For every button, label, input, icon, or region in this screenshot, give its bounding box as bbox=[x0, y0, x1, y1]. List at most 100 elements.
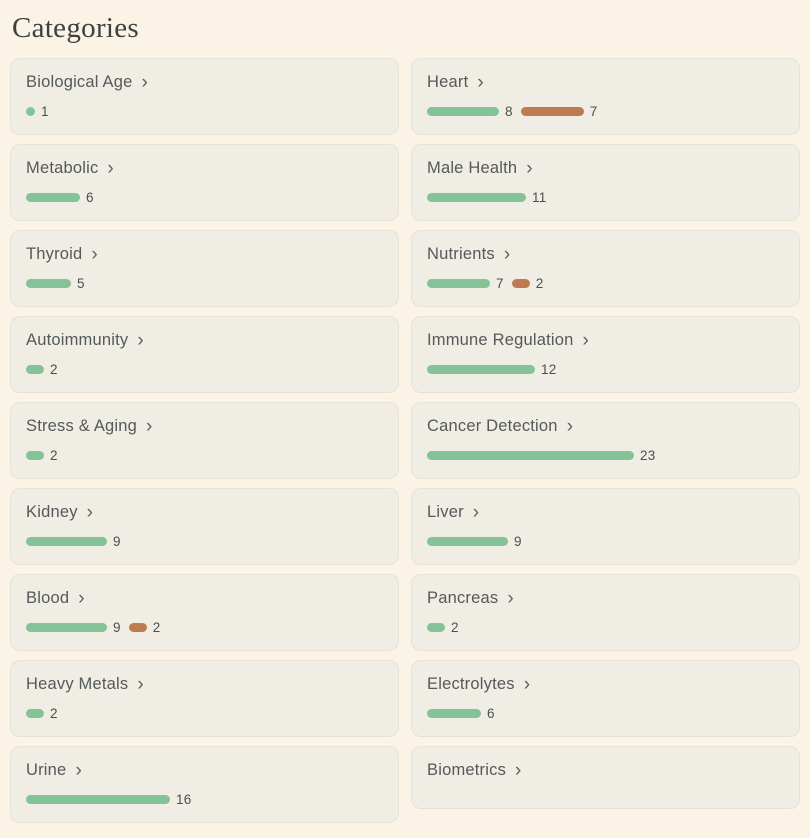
category-card-liver[interactable]: Liver › 9 bbox=[411, 488, 800, 565]
count-bar-normal bbox=[26, 365, 44, 374]
chevron-right-icon: › bbox=[566, 416, 574, 437]
category-card-immune-regulation[interactable]: Immune Regulation › 12 bbox=[411, 316, 800, 393]
category-label: Pancreas bbox=[427, 589, 499, 607]
count-label: 8 bbox=[505, 104, 513, 119]
category-card-nutrients[interactable]: Nutrients › 7 2 bbox=[411, 230, 800, 307]
metric-count-group: 7 bbox=[520, 104, 598, 119]
count-label: 6 bbox=[487, 706, 495, 721]
metric-count-group: 2 bbox=[26, 448, 58, 463]
chevron-right-icon: › bbox=[507, 588, 514, 609]
category-card-thyroid[interactable]: Thyroid › 5 bbox=[10, 230, 399, 307]
metric-count-group: 9 bbox=[427, 534, 522, 549]
category-card-heavy-metals[interactable]: Heavy Metals › 2 bbox=[10, 660, 399, 737]
category-card-electrolytes[interactable]: Electrolytes › 6 bbox=[411, 660, 800, 737]
metric-count-group: 2 bbox=[26, 706, 58, 721]
category-label: Immune Regulation bbox=[427, 331, 574, 349]
count-bar-normal bbox=[26, 279, 71, 288]
category-card-kidney[interactable]: Kidney › 9 bbox=[10, 488, 399, 565]
count-label: 2 bbox=[50, 448, 58, 463]
chevron-right-icon: › bbox=[78, 588, 85, 609]
count-bar-normal bbox=[427, 193, 526, 202]
category-card-stress-aging[interactable]: Stress & Aging › 2 bbox=[10, 402, 399, 479]
category-card-biometrics[interactable]: Biometrics › bbox=[411, 746, 800, 809]
category-label: Heavy Metals bbox=[26, 675, 129, 693]
categories-grid: Biological Age › 1 Heart › 8 7 bbox=[10, 58, 800, 823]
metric-count-group: 2 bbox=[26, 362, 58, 377]
chevron-right-icon: › bbox=[91, 244, 98, 265]
count-bar-normal bbox=[427, 537, 508, 546]
count-label: 7 bbox=[496, 276, 504, 291]
count-label: 9 bbox=[113, 534, 121, 549]
count-label: 7 bbox=[589, 104, 598, 119]
category-card-urine[interactable]: Urine › 16 bbox=[10, 746, 399, 823]
category-label: Kidney bbox=[26, 503, 78, 521]
chevron-right-icon: › bbox=[515, 760, 522, 781]
count-label: 2 bbox=[152, 620, 161, 635]
category-label: Biological Age bbox=[26, 73, 133, 91]
page-title: Categories bbox=[12, 12, 140, 44]
category-label: Metabolic bbox=[26, 159, 99, 177]
category-card-cancer-detection[interactable]: Cancer Detection › 23 bbox=[411, 402, 800, 479]
category-card-pancreas[interactable]: Pancreas › 2 bbox=[411, 574, 800, 651]
category-card-biological-age[interactable]: Biological Age › 1 bbox=[10, 58, 399, 135]
chevron-right-icon: › bbox=[107, 158, 114, 179]
category-label: Heart bbox=[427, 73, 469, 91]
count-bar-flagged bbox=[511, 279, 530, 288]
metric-count-group: 6 bbox=[427, 706, 495, 721]
chevron-right-icon: › bbox=[582, 330, 589, 351]
chevron-right-icon: › bbox=[526, 158, 533, 179]
count-bar-normal bbox=[26, 623, 107, 632]
category-card-heart[interactable]: Heart › 8 7 bbox=[411, 58, 800, 135]
count-bar-normal bbox=[26, 537, 107, 546]
chevron-right-icon: › bbox=[137, 674, 144, 695]
metric-count-group: 1 bbox=[26, 104, 49, 119]
category-label: Thyroid bbox=[26, 245, 83, 263]
count-bar-normal bbox=[427, 365, 535, 374]
chevron-right-icon: › bbox=[477, 72, 484, 93]
count-bar-normal bbox=[26, 107, 35, 116]
metric-count-group: 8 bbox=[427, 104, 513, 119]
category-label: Liver bbox=[427, 503, 464, 521]
category-label: Nutrients bbox=[427, 245, 495, 263]
count-bar-normal bbox=[26, 193, 80, 202]
count-label: 1 bbox=[41, 104, 49, 119]
count-label: 9 bbox=[514, 534, 522, 549]
category-label: Electrolytes bbox=[427, 675, 515, 693]
metric-count-group: 12 bbox=[427, 362, 556, 377]
chevron-right-icon: › bbox=[146, 416, 153, 437]
count-bar-normal bbox=[427, 107, 499, 116]
category-card-autoimmunity[interactable]: Autoimmunity › 2 bbox=[10, 316, 399, 393]
metric-count-group: 6 bbox=[26, 190, 94, 205]
count-label: 23 bbox=[640, 448, 656, 463]
category-card-blood[interactable]: Blood › 9 2 bbox=[10, 574, 399, 651]
count-label: 2 bbox=[50, 362, 58, 377]
count-label: 6 bbox=[86, 190, 94, 205]
metric-count-group: 2 bbox=[427, 620, 459, 635]
count-bar-normal bbox=[427, 451, 634, 460]
count-bar-normal bbox=[427, 709, 481, 718]
chevron-right-icon: › bbox=[503, 244, 511, 265]
count-bar-normal bbox=[26, 451, 44, 460]
chevron-right-icon: › bbox=[75, 760, 82, 781]
metric-count-group: 9 bbox=[26, 620, 121, 635]
count-label: 12 bbox=[541, 362, 557, 377]
metric-count-group: 11 bbox=[427, 190, 546, 205]
count-label: 5 bbox=[77, 276, 85, 291]
category-label: Blood bbox=[26, 589, 70, 607]
chevron-right-icon: › bbox=[523, 674, 531, 695]
chevron-right-icon: › bbox=[137, 330, 144, 351]
category-card-male-health[interactable]: Male Health › 11 bbox=[411, 144, 800, 221]
category-label: Stress & Aging bbox=[26, 417, 138, 435]
count-label: 9 bbox=[113, 620, 121, 635]
category-label: Autoimmunity bbox=[26, 331, 129, 349]
count-bar-normal bbox=[427, 623, 445, 632]
metric-count-group: 2 bbox=[511, 276, 544, 291]
count-bar-flagged bbox=[128, 623, 147, 632]
chevron-right-icon: › bbox=[472, 502, 480, 523]
metric-count-group: 9 bbox=[26, 534, 121, 549]
metric-count-group: 16 bbox=[26, 792, 191, 807]
count-bar-flagged bbox=[520, 107, 584, 116]
category-card-metabolic[interactable]: Metabolic › 6 bbox=[10, 144, 399, 221]
category-label: Urine bbox=[26, 761, 67, 779]
count-label: 2 bbox=[535, 276, 544, 291]
